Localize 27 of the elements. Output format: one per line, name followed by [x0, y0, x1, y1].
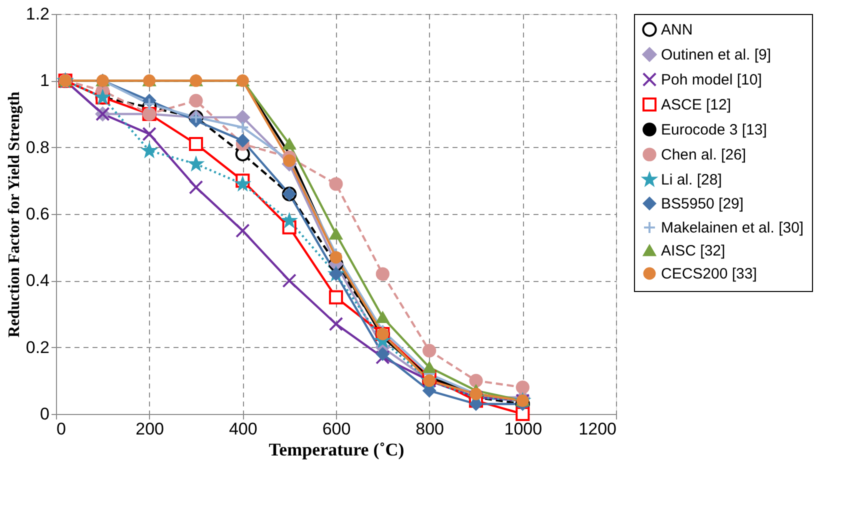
legend-label: Chen al. [26] — [661, 146, 746, 164]
legend-label: Li al. [28] — [661, 172, 722, 188]
x-tick-label: 200 — [136, 420, 164, 438]
legend-label: ANN — [661, 22, 693, 38]
legend-label: Eurocode 3 [13] — [661, 122, 767, 138]
y-tick-label: 0.8 — [26, 138, 50, 157]
y-tick-label: 0.4 — [26, 271, 50, 290]
x-tick-label: 1000 — [504, 420, 542, 438]
x-tick-label: 0 — [56, 420, 66, 438]
legend-label: AISC [32] — [661, 242, 726, 260]
legend-label: CECS200 [33] — [661, 266, 757, 282]
y-axis-title: Reduction Factor for Yield Strength — [6, 91, 23, 338]
legend-label: BS5950 [29] — [661, 196, 744, 212]
y-tick-label: 0.2 — [26, 338, 50, 357]
x-tick-label: 600 — [322, 420, 351, 438]
y-tick-label: 0.6 — [26, 204, 50, 224]
y-tick-label: 0 — [40, 404, 50, 424]
legend-label: Outinen et al. [9] — [661, 46, 772, 64]
legend-label: ASCE [12] — [661, 96, 732, 114]
x-tick-label: 400 — [228, 420, 258, 438]
y-tick-label: 1.2 — [26, 4, 50, 24]
x-tick-label: 1200 — [578, 420, 616, 438]
x-axis-title: Temperature (˚C) — [268, 440, 404, 460]
legend-label: Makelainen et al. [30] — [661, 220, 804, 236]
x-tick-label: 800 — [416, 420, 444, 438]
y-tick-label: 1 — [40, 71, 50, 90]
legend-label: Poh model [10] — [661, 72, 762, 88]
